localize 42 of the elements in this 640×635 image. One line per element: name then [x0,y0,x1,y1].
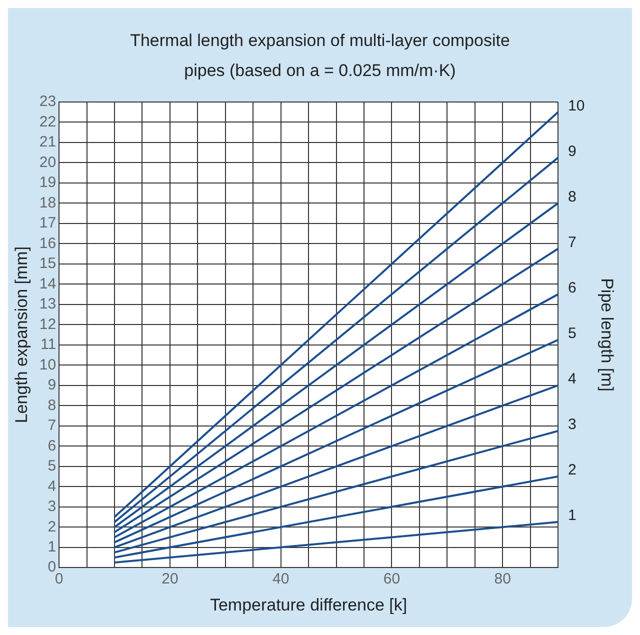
y-tick-label: 21 [39,134,56,151]
chart-title: Thermal length expansion of multi-layer composite pipes (based on a = 0.025 mm/m·K) [129,30,511,82]
y-tick-label: 13 [39,296,56,313]
y-tick-label: 4 [48,478,56,495]
x-tick-label: 80 [494,570,511,588]
series-label: 1 [568,507,576,524]
y-tick-label: 17 [39,214,56,232]
y-tick-label: 18 [39,194,56,212]
y-tick-label: 10 [39,356,56,374]
x-tick-label: 20 [162,570,178,588]
y-tick-label: 23 [39,93,56,110]
y-tick-label: 19 [39,174,56,192]
y-tick-label: 7 [48,417,56,434]
series-label: 8 [568,188,576,206]
y-tick-label: 6 [48,437,56,454]
x-tick-label: 60 [383,570,400,588]
series-label: 6 [568,279,576,296]
y-tick-label: 3 [48,498,56,516]
y-tick-label: 14 [39,275,56,292]
y-axis-title: Length expansion [mm] [12,246,31,424]
y-tick-label: 1 [48,538,56,556]
y-tick-label: 2 [48,518,56,536]
y-tick-label: 11 [40,336,56,354]
series-label: 4 [568,370,576,388]
series-label: 2 [568,462,576,479]
series-label: 5 [568,325,576,342]
series-label: 3 [568,416,576,434]
y-tick-label: 16 [39,234,56,252]
y-tick-label: 9 [48,376,56,394]
x-axis-title: Temperature difference [k] [210,595,408,614]
y-tick-label: 15 [39,255,56,272]
series-label: 10 [568,97,585,114]
y2-axis-title: Pipe length [m] [597,278,616,392]
y-tick-label: 12 [39,316,56,333]
x-tick-label: 40 [272,570,290,588]
y-tick-label: 0 [48,558,56,576]
series-label: 7 [568,234,576,251]
y-tick-label: 8 [48,396,56,414]
series-label: 9 [568,142,576,160]
y-tick-label: 5 [48,458,56,475]
y-tick-label: 22 [39,113,56,130]
y-tick-label: 20 [39,154,56,171]
